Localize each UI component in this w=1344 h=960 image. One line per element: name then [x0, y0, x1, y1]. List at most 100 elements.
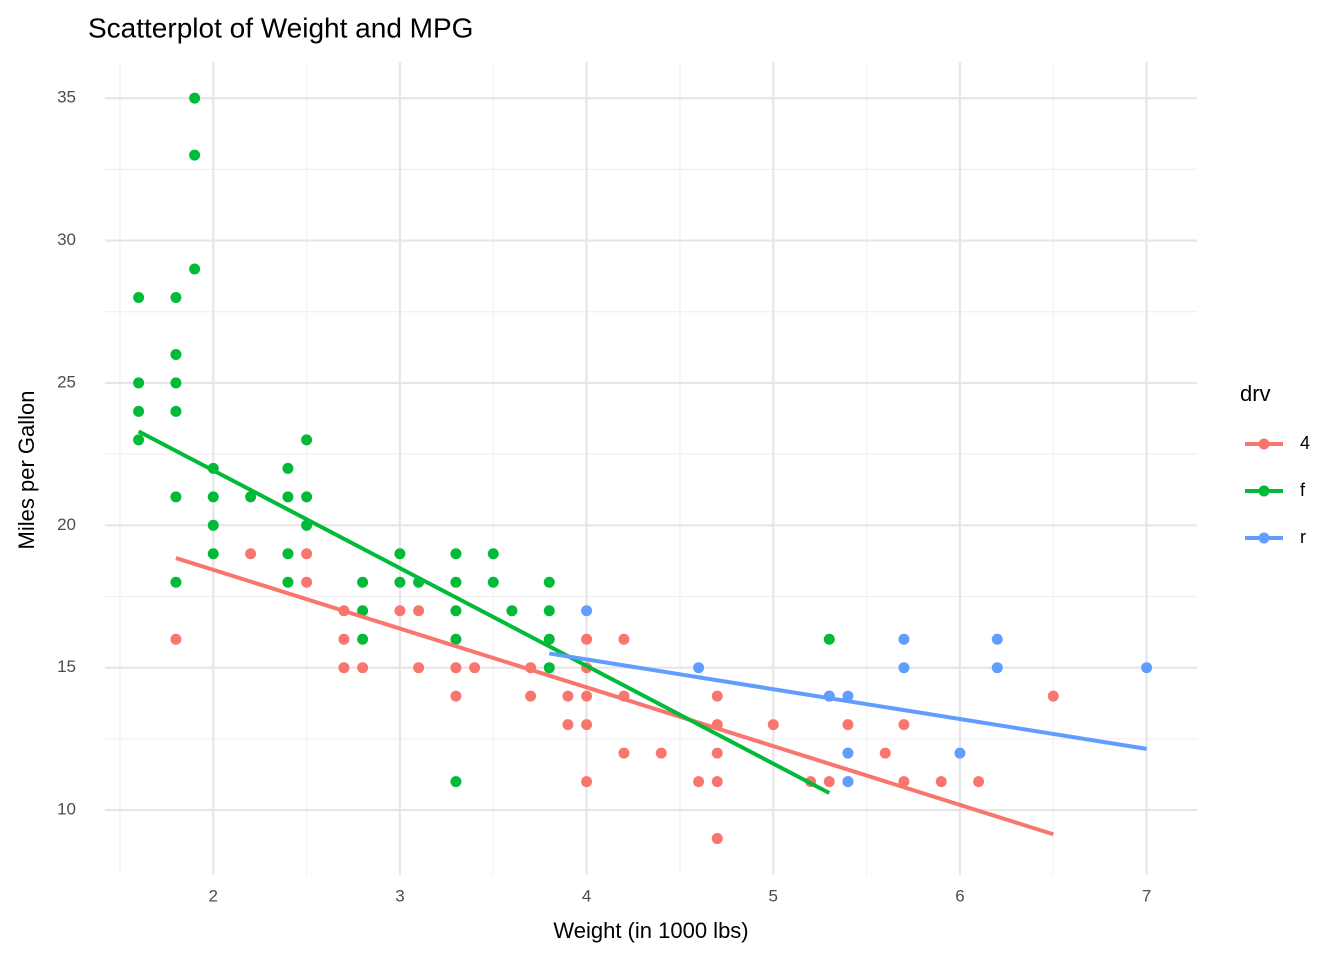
point — [581, 605, 593, 617]
point — [879, 747, 891, 759]
point — [170, 405, 182, 417]
point — [170, 576, 182, 588]
point — [842, 747, 854, 759]
point — [711, 776, 723, 788]
x-axis-label: Weight (in 1000 lbs) — [553, 918, 748, 943]
point — [543, 576, 555, 588]
point — [450, 605, 462, 617]
point — [338, 633, 350, 645]
point — [133, 291, 145, 303]
point — [170, 377, 182, 389]
point — [562, 690, 574, 702]
point — [357, 662, 369, 674]
trend-line — [548, 651, 1147, 751]
point — [991, 633, 1003, 645]
point — [711, 747, 723, 759]
point — [711, 690, 723, 702]
point — [450, 690, 462, 702]
legend-label: r — [1300, 527, 1306, 547]
point — [581, 776, 593, 788]
y-tick-label: 10 — [57, 800, 76, 819]
point — [581, 719, 593, 731]
point — [301, 548, 313, 560]
y-tick-label: 20 — [57, 515, 76, 534]
point — [450, 548, 462, 560]
point — [898, 662, 910, 674]
legend-marker — [1258, 532, 1270, 544]
point — [394, 576, 406, 588]
x-tick-label: 4 — [582, 886, 591, 905]
point — [282, 491, 294, 503]
point — [207, 519, 219, 531]
point — [170, 633, 182, 645]
point — [618, 747, 630, 759]
point — [207, 491, 219, 503]
legend-label: 4 — [1300, 433, 1310, 453]
point — [245, 491, 257, 503]
point — [189, 149, 201, 161]
point — [450, 576, 462, 588]
point — [487, 576, 499, 588]
y-axis-label: Miles per Gallon — [14, 391, 39, 550]
point — [935, 776, 947, 788]
point — [655, 747, 667, 759]
point — [133, 405, 145, 417]
point — [562, 719, 574, 731]
point — [207, 548, 219, 560]
point — [842, 719, 854, 731]
legend-marker — [1258, 485, 1270, 497]
point — [973, 776, 985, 788]
point — [133, 377, 145, 389]
point — [693, 776, 705, 788]
point — [357, 605, 369, 617]
point — [394, 605, 406, 617]
point — [618, 633, 630, 645]
y-tick-label: 25 — [57, 372, 76, 391]
point — [338, 662, 350, 674]
trend-line — [137, 429, 831, 795]
point — [991, 662, 1003, 674]
point — [543, 633, 555, 645]
point — [543, 605, 555, 617]
point — [170, 348, 182, 360]
point — [189, 92, 201, 104]
point — [581, 633, 593, 645]
y-tick-label: 35 — [57, 88, 76, 107]
y-tick-label: 15 — [57, 657, 76, 676]
point — [301, 576, 313, 588]
legend-title: drv — [1240, 381, 1271, 406]
point — [357, 633, 369, 645]
x-tick-label: 3 — [395, 886, 404, 905]
point — [133, 434, 145, 446]
point — [170, 491, 182, 503]
x-tick-label: 6 — [955, 886, 964, 905]
point — [450, 776, 462, 788]
point — [301, 434, 313, 446]
point — [282, 576, 294, 588]
x-tick-label: 2 — [209, 886, 218, 905]
y-tick-label: 30 — [57, 230, 76, 249]
point — [469, 662, 481, 674]
chart-title: Scatterplot of Weight and MPG — [88, 12, 473, 43]
legend-label: f — [1300, 480, 1306, 500]
x-tick-label: 7 — [1142, 886, 1151, 905]
point — [898, 719, 910, 731]
trend-line — [175, 556, 1054, 837]
point — [711, 833, 723, 845]
point — [170, 291, 182, 303]
point — [487, 548, 499, 560]
point — [413, 662, 425, 674]
point — [450, 633, 462, 645]
point — [693, 662, 705, 674]
point — [954, 747, 966, 759]
point — [823, 633, 835, 645]
point — [357, 576, 369, 588]
point — [301, 491, 313, 503]
point — [450, 662, 462, 674]
x-tick-label: 5 — [769, 886, 778, 905]
point — [767, 719, 779, 731]
point — [1047, 690, 1059, 702]
point — [525, 690, 537, 702]
point — [898, 633, 910, 645]
